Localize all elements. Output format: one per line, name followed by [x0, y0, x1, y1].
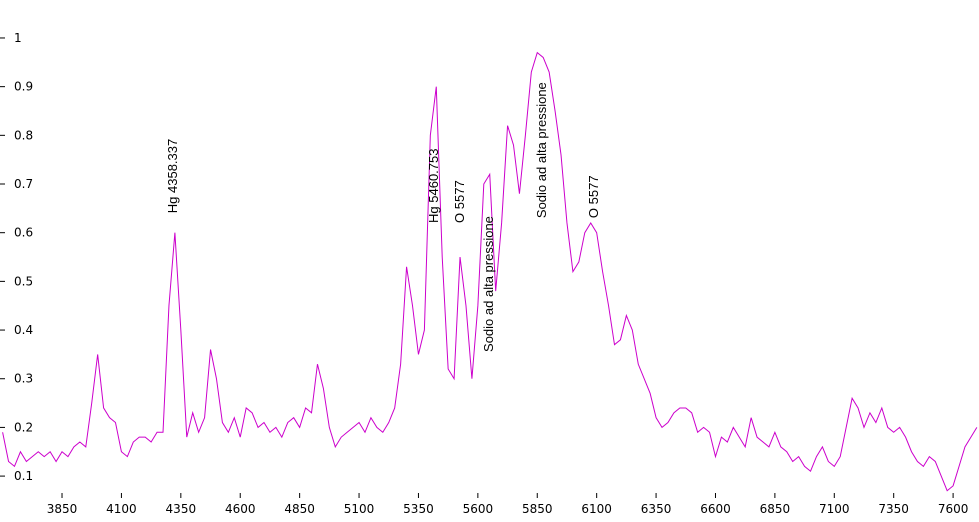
x-tick-label: 5350 — [403, 502, 434, 516]
x-tick-label: 4600 — [225, 502, 256, 516]
x-tick-label: 7100 — [819, 502, 850, 516]
x-tick-label: 6350 — [641, 502, 672, 516]
y-tick-label: 0.4 — [14, 323, 33, 337]
x-tick-label: 4350 — [166, 502, 197, 516]
y-tick-label: 0.8 — [14, 128, 33, 142]
y-tick-label: 0.7 — [14, 177, 33, 191]
x-tick-label: 5850 — [522, 502, 553, 516]
annotation: Sodio ad alta pressione — [481, 216, 496, 352]
annotation: O 5577 — [586, 175, 601, 218]
x-tick-label: 7600 — [938, 502, 969, 516]
y-tick-label: 0.3 — [14, 372, 33, 386]
x-tick-label: 5100 — [344, 502, 375, 516]
y-tick-label: 0.2 — [14, 420, 33, 434]
x-tick-label: 6850 — [760, 502, 791, 516]
x-tick-label: 3850 — [47, 502, 78, 516]
x-tick-label: 6100 — [581, 502, 612, 516]
annotation: Sodio ad alta pressione — [534, 82, 549, 218]
y-tick-label: 0.6 — [14, 226, 33, 240]
y-tick-label: 0.1 — [14, 469, 33, 483]
y-tick-label: 0.9 — [14, 80, 33, 94]
x-tick-label: 4100 — [106, 502, 137, 516]
y-tick-label: 1 — [14, 31, 22, 45]
x-tick-label: 4850 — [284, 502, 315, 516]
spectrum-line — [2, 51, 978, 492]
annotation: Hg 4358.337 — [165, 139, 180, 213]
annotation: Hg 5460.753 — [426, 149, 441, 223]
y-tick-label: 0.5 — [14, 274, 33, 288]
annotation: O 5577 — [452, 180, 467, 223]
x-tick-label: 5600 — [463, 502, 494, 516]
x-tick-label: 7350 — [878, 502, 909, 516]
x-tick-label: 6600 — [700, 502, 731, 516]
